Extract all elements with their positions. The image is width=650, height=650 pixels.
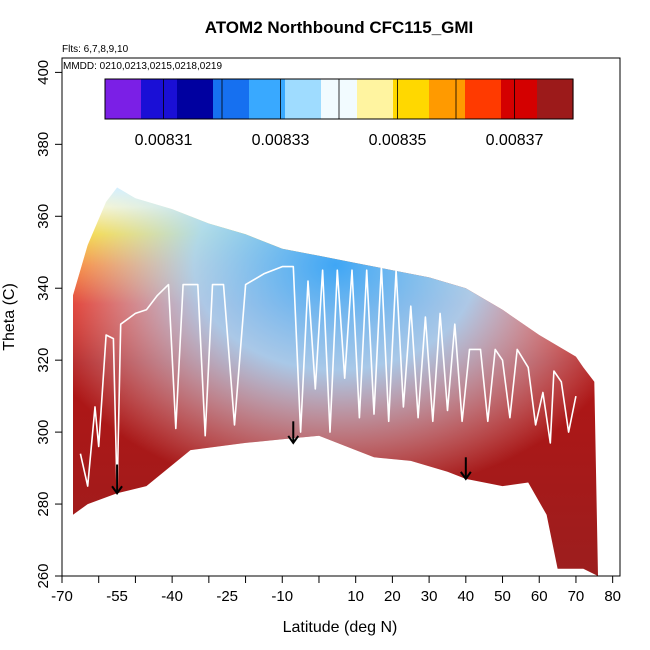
- arrow-0: [111, 464, 123, 495]
- y-tick-label: 380: [35, 132, 52, 157]
- colorbar: 0.00831 0.00833 0.00835 0.00837: [104, 78, 574, 149]
- y-axis-label: Theta (C): [1, 283, 18, 351]
- colorbar-segment: [249, 79, 286, 119]
- colorbar-segment: [393, 79, 430, 119]
- colorbar-segment: [213, 79, 250, 119]
- arrows: [111, 421, 472, 495]
- flight-track: [79, 265, 577, 495]
- x-tick-label: 70: [568, 588, 585, 605]
- plot-body: [73, 187, 598, 576]
- colorbar-segment: [105, 79, 142, 119]
- x-tick-label: 30: [421, 588, 438, 605]
- y-tick-label: 280: [35, 492, 52, 517]
- y-tick-label: 360: [35, 204, 52, 229]
- x-tick-label: 40: [457, 588, 474, 605]
- colorbar-segment: [429, 79, 466, 119]
- y-tick-label: 340: [35, 276, 52, 301]
- arrow-1: [287, 421, 300, 445]
- y-tick-label: 260: [35, 563, 52, 588]
- arrow-head: [460, 471, 472, 481]
- cfc115-low-value-region: [73, 187, 598, 576]
- colorbar-segment: [357, 79, 394, 119]
- x-tick-label: -70: [51, 588, 73, 605]
- x-tick-label: 20: [384, 588, 401, 605]
- flights-note: Flts: 6,7,8,9,10: [62, 44, 129, 55]
- arrow-2: [460, 457, 472, 481]
- x-tick-label: -10: [271, 588, 293, 605]
- x-tick-label: 80: [604, 588, 621, 605]
- colorbar-tick-label: 0.00833: [252, 132, 310, 149]
- colorbar-segment: [285, 79, 322, 119]
- x-tick-label: -55: [106, 588, 128, 605]
- x-axis: -70 -55 -40 -25 -10 10 20 30 40 50 60 70 80: [51, 575, 621, 605]
- colorbar-segment: [177, 79, 214, 119]
- x-tick-label: -40: [161, 588, 183, 605]
- x-tick-label: 50: [494, 588, 511, 605]
- y-tick-label: 320: [35, 348, 52, 373]
- colorbar-segment: [465, 79, 502, 119]
- arrow-head: [111, 485, 123, 495]
- colorbar-segment: [537, 79, 574, 119]
- colorbar-segment: [501, 79, 538, 119]
- y-tick-label: 300: [35, 420, 52, 445]
- y-tick-label: 400: [35, 60, 52, 85]
- colorbar-segment: [141, 79, 178, 119]
- arrow-head: [287, 435, 300, 445]
- colorbar-tick-label: 0.00831: [135, 132, 193, 149]
- colorbar-tick-label: 0.00835: [369, 132, 427, 149]
- x-axis-label: Latitude (deg N): [283, 619, 398, 636]
- x-tick-label: 10: [347, 588, 364, 605]
- chart-title: ATOM2 Northbound CFC115_GMI: [205, 18, 474, 37]
- y-axis: 260 280 300 320 340 360 380 400: [35, 60, 63, 589]
- x-tick-label: -25: [216, 588, 238, 605]
- x-tick-label: 60: [531, 588, 548, 605]
- colorbar-tick-label: 0.00837: [486, 132, 544, 149]
- dates-note: MMDD: 0210,0213,0215,0218,0219: [63, 61, 222, 72]
